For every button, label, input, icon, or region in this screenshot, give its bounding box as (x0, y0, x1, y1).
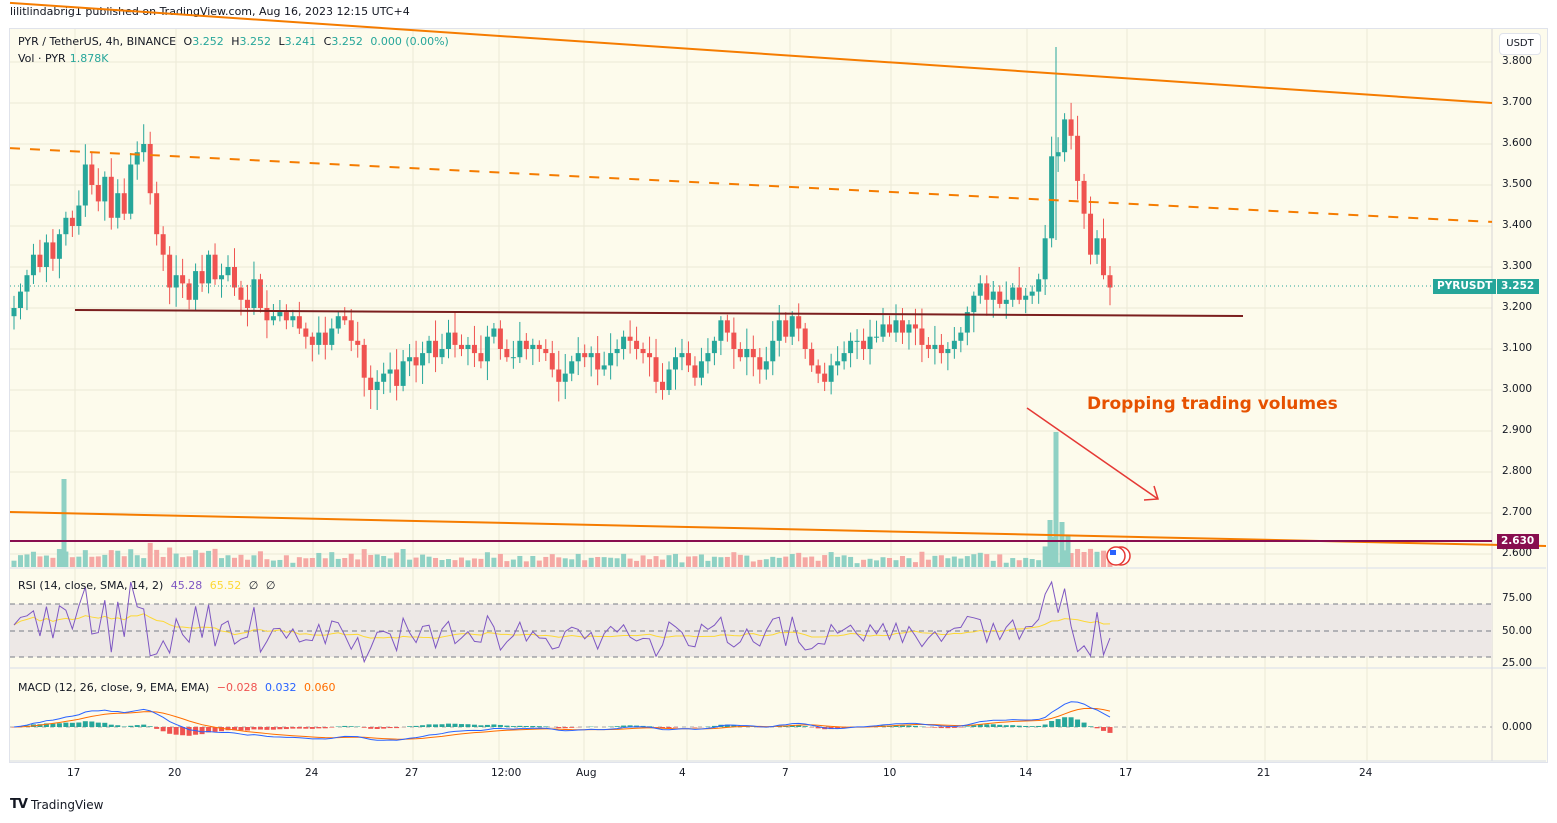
time-axis-label: Aug (576, 767, 597, 779)
symbol-label: PYR / TetherUS, 4h, BINANCE (18, 35, 177, 48)
price-axis-label: 3.100 (1502, 342, 1533, 354)
last-price-tag: 3.252 (1497, 279, 1539, 294)
price-axis-label: 2.700 (1502, 506, 1533, 518)
time-axis-label: 17 (67, 767, 81, 779)
rsi-legend: RSI (14, close, SMA, 14, 2) 45.28 65.52 … (18, 579, 276, 592)
macd-label: MACD (12, 26, close, 9, EMA, EMA) (18, 681, 210, 694)
price-axis-label: 3.700 (1502, 96, 1533, 108)
volume-legend: Vol · PYR 1.878K (18, 52, 109, 65)
macd-value: 0.032 (265, 681, 297, 694)
price-axis-label: 3.800 (1502, 55, 1533, 67)
time-axis-label: 14 (1019, 767, 1033, 779)
macd-hist-value: −0.028 (216, 681, 258, 694)
tradingview-logo-icon: TV (10, 797, 28, 812)
change-value: 0.000 (0.00%) (370, 35, 449, 48)
macd-legend: MACD (12, 26, close, 9, EMA, EMA) −0.028… (18, 681, 340, 694)
rsi-axis-25: 25.00 (1502, 657, 1533, 669)
rsi-axis-75: 75.00 (1502, 592, 1533, 604)
price-axis-label: 3.200 (1502, 301, 1533, 313)
time-axis-label: 24 (1359, 767, 1373, 779)
time-axis-label: 17 (1119, 767, 1133, 779)
time-axis-label: 20 (168, 767, 182, 779)
rsi-axis-50: 50.00 (1502, 625, 1533, 637)
low-value: 3.241 (284, 35, 317, 48)
time-axis-label: 4 (679, 767, 686, 779)
time-axis-label: 21 (1257, 767, 1271, 779)
time-axis-label: 12:00 (491, 767, 522, 779)
price-axis-label: 2.800 (1502, 465, 1533, 477)
tradingview-logo[interactable]: TV TradingView (10, 797, 104, 812)
level-price-tag: 2.630 (1497, 534, 1539, 549)
macd-signal-value: 0.060 (304, 681, 336, 694)
price-axis-label: 2.900 (1502, 424, 1533, 436)
price-axis-label: 3.600 (1502, 137, 1533, 149)
publisher-line: lilitlindabrig1 published on TradingView… (10, 5, 410, 18)
price-axis-label: 3.000 (1502, 383, 1533, 395)
rsi-sma-value: 65.52 (209, 579, 242, 592)
price-axis-label: 3.300 (1502, 260, 1533, 272)
symbol-price-tag: PYRUSDT (1433, 279, 1497, 294)
currency-button[interactable]: USDT (1499, 33, 1541, 55)
annotation-text[interactable]: Dropping trading volumes (1087, 394, 1338, 414)
rsi-value: 45.28 (170, 579, 203, 592)
open-value: 3.252 (192, 35, 224, 48)
time-axis-label: 10 (883, 767, 897, 779)
price-axis-label: 2.600 (1502, 547, 1533, 559)
symbol-legend: PYR / TetherUS, 4h, BINANCE O3.252 H3.25… (18, 35, 449, 48)
time-axis-label: 7 (782, 767, 789, 779)
time-axis-label: 27 (405, 767, 419, 779)
close-value: 3.252 (331, 35, 363, 48)
high-value: 3.252 (239, 35, 272, 48)
time-axis-label: 24 (305, 767, 319, 779)
rsi-label: RSI (14, close, SMA, 14, 2) (18, 579, 164, 592)
price-axis-label: 3.500 (1502, 178, 1533, 190)
macd-axis-zero: 0.000 (1502, 721, 1533, 733)
volume-value: 1.878K (69, 52, 109, 65)
price-axis-label: 3.400 (1502, 219, 1533, 231)
